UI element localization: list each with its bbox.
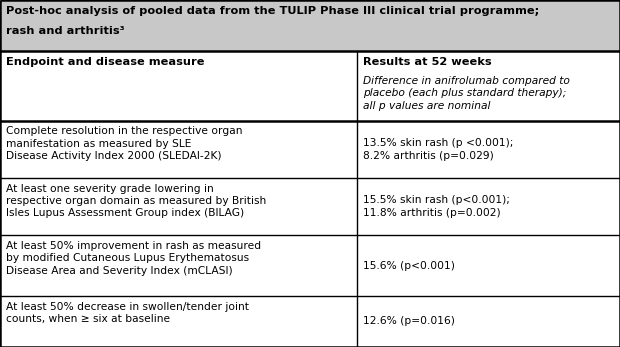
Text: Post-hoc analysis of pooled data from the TULIP Phase III clinical trial program: Post-hoc analysis of pooled data from th… bbox=[6, 6, 539, 16]
Text: 15.6% (p<0.001): 15.6% (p<0.001) bbox=[363, 261, 454, 271]
Text: rash and arthritis³: rash and arthritis³ bbox=[6, 26, 125, 36]
Bar bbox=[0, 121, 620, 178]
Bar bbox=[0, 0, 620, 51]
Text: At least 50% improvement in rash as measured
by modified Cutaneous Lupus Erythem: At least 50% improvement in rash as meas… bbox=[6, 241, 261, 276]
Text: Difference in anifrolumab compared to
placebo (each plus standard therapy);
all : Difference in anifrolumab compared to pl… bbox=[363, 76, 570, 111]
Text: 12.6% (p=0.016): 12.6% (p=0.016) bbox=[363, 316, 454, 327]
Text: 15.5% skin rash (p<0.001);
11.8% arthritis (p=0.002): 15.5% skin rash (p<0.001); 11.8% arthrit… bbox=[363, 195, 510, 218]
Text: Endpoint and disease measure: Endpoint and disease measure bbox=[6, 57, 205, 67]
Text: At least 50% decrease in swollen/tender joint
counts, when ≥ six at baseline: At least 50% decrease in swollen/tender … bbox=[6, 302, 249, 324]
Text: Results at 52 weeks: Results at 52 weeks bbox=[363, 57, 491, 67]
Text: Complete resolution in the respective organ
manifestation as measured by SLE
Dis: Complete resolution in the respective or… bbox=[6, 126, 242, 161]
Text: 13.5% skin rash (p <0.001);
8.2% arthritis (p=0.029): 13.5% skin rash (p <0.001); 8.2% arthrit… bbox=[363, 138, 513, 161]
Bar bbox=[0, 51, 620, 121]
Bar bbox=[0, 178, 620, 235]
Bar bbox=[0, 296, 620, 347]
Text: At least one severity grade lowering in
respective organ domain as measured by B: At least one severity grade lowering in … bbox=[6, 184, 267, 218]
Bar bbox=[0, 235, 620, 296]
